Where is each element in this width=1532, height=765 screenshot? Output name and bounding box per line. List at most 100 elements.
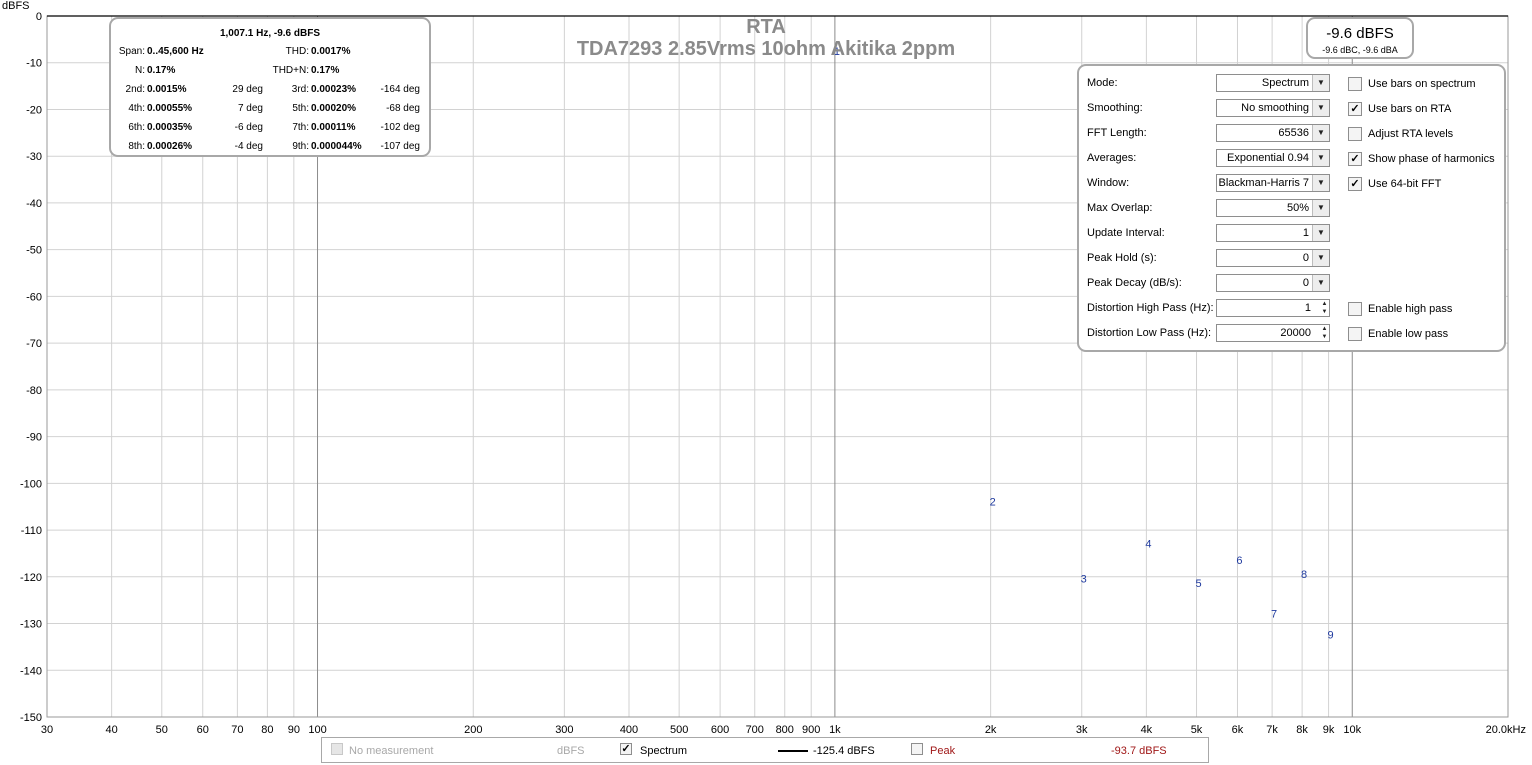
y-tick-label: -90 [26,432,42,444]
window-label: Window: [1087,177,1130,189]
chevron-down-icon[interactable]: ▼ [1312,125,1329,141]
thd-label: THD: [285,46,309,57]
fft-length-select[interactable]: 65536 ▼ [1216,124,1330,142]
peak-legend-value: -93.7 dBFS [1111,745,1167,757]
x-tick-label: 1k [829,724,841,736]
y-tick-label: -50 [26,245,42,257]
checkbox-box[interactable] [1348,127,1362,141]
distortion-readout-panel[interactable]: 1,007.1 Hz, -9.6 dBFS Span: 0..45,600 Hz… [109,17,431,157]
chevron-down-icon[interactable]: ▼ [1312,250,1329,266]
spinner-arrows-icon[interactable]: ▲ ▼ [1320,300,1329,316]
checkmark-icon[interactable]: ✓ [1348,102,1362,116]
distortion-low-pass-spinner[interactable]: 20000 ▲ ▼ [1216,324,1330,342]
y-tick-label: -40 [26,198,42,210]
max-overlap-setting: Max Overlap: 50% ▼ [1087,199,1337,219]
peak-checkbox[interactable] [911,743,923,755]
chevron-down-icon[interactable]: ▼ [1312,100,1329,116]
harmonic-label: 5th: [292,103,309,114]
smoothing-select[interactable]: No smoothing ▼ [1216,99,1330,117]
chevron-down-icon[interactable]: ▼ [1312,150,1329,166]
harmonic-phase: -4 deg [234,141,263,152]
x-axis-ticks: 30 40 50 60 70 80 90 100 200 300 400 500 600 700 800 90… [41,724,1526,736]
harmonic-phase: 29 deg [232,84,263,95]
x-tick-label: 60 [197,724,209,736]
update-interval-value: 1 [1302,227,1309,239]
checkbox-label: Enable low pass [1368,328,1449,340]
harmonic-value: 0.00026% [147,141,193,152]
distortion-low-pass-setting: Distortion Low Pass (Hz): 20000 ▲ ▼ [1087,324,1337,344]
x-tick-label: 100 [308,724,326,736]
chevron-down-icon[interactable]: ▼ [1312,225,1329,241]
checkmark-icon[interactable]: ✓ [620,743,632,755]
harmonic-value: 0.00035% [147,122,193,133]
averages-select[interactable]: Exponential 0.94 ▼ [1216,149,1330,167]
y-tick-label: -140 [20,665,42,677]
peak-decay-setting: Peak Decay (dB/s): 0 ▼ [1087,274,1337,294]
level-readout[interactable]: -9.6 dBFS -9.6 dBC, -9.6 dBA [1306,17,1414,59]
y-tick-label: -80 [26,385,42,397]
y-tick-label: 0 [36,11,42,23]
distortion-low-pass-label: Distortion Low Pass (Hz): [1087,327,1212,339]
checkbox-box[interactable] [1348,327,1362,341]
chevron-down-icon[interactable]: ▼ [1312,175,1329,191]
distortion-high-pass-value: 1 [1304,302,1311,314]
distortion-high-pass-spinner[interactable]: 1 ▲ ▼ [1216,299,1330,317]
mode-select[interactable]: Spectrum ▼ [1216,74,1330,92]
checkbox-box[interactable] [1348,302,1362,316]
x-tick-label: 200 [464,724,482,736]
chevron-down-icon[interactable]: ▼ [1312,200,1329,216]
checkbox-box[interactable] [1348,77,1362,91]
x-tick-label: 5k [1191,724,1203,736]
level-weighted-values: -9.6 dBC, -9.6 dBA [1322,45,1398,55]
harmonic-label: 9th: [292,141,309,152]
y-tick-label: -70 [26,338,42,350]
max-overlap-value: 50% [1286,202,1309,214]
peak-hold-select[interactable]: 0 ▼ [1216,249,1330,267]
peak-decay-label: Peak Decay (dB/s): [1087,277,1182,289]
averages-setting: Averages: Exponential 0.94 ▼ [1087,149,1337,169]
x-tick-label: 9k [1323,724,1335,736]
chevron-down-icon[interactable]: ▼ [1312,275,1329,291]
y-tick-label: -120 [20,572,42,584]
distortion-high-pass-label: Distortion High Pass (Hz): [1087,302,1214,314]
max-overlap-select[interactable]: 50% ▼ [1216,199,1330,217]
spectrum-legend-value: -125.4 dBFS [813,745,875,757]
x-tick-label: 30 [41,724,53,736]
x-tick-label: 800 [776,724,794,736]
fft-length-value: 65536 [1278,127,1309,139]
harmonic-number-label: 6 [1236,555,1242,567]
chevron-down-icon[interactable]: ▼ [1312,75,1329,91]
checkmark-icon[interactable]: ✓ [1348,152,1362,166]
rta-settings-panel: Mode: Spectrum ▼ Smoothing: No smoothing ▼… [1077,64,1506,352]
mode-value: Spectrum [1261,77,1309,89]
x-tick-label: 70 [231,724,243,736]
harmonic-number-label: 3 [1081,573,1087,585]
smoothing-label: Smoothing: [1087,102,1143,114]
x-tick-label: 10k [1343,724,1361,736]
harmonic-label: 8th: [128,141,145,152]
y-axis-unit-label: dBFS [2,0,30,12]
spectrum-chart: 0 -10 -20 -30 -40 -50 -60 -70 -80 -90 -100 -110 -120… [2,0,1526,736]
spinner-arrows-icon[interactable]: ▲ ▼ [1320,325,1329,341]
x-tick-label: 4k [1141,724,1153,736]
peak-hold-value: 0 [1302,252,1309,264]
harmonic-value: 0.00011% [311,122,356,133]
smoothing-value: No smoothing [1241,102,1309,114]
update-interval-select[interactable]: 1 ▼ [1216,224,1330,242]
peak-hold-setting: Peak Hold (s): 0 ▼ [1087,249,1337,269]
peak-decay-select[interactable]: 0 ▼ [1216,274,1330,292]
harmonic-number-label: 7 [1271,609,1277,621]
x-tick-label: 90 [288,724,300,736]
window-select[interactable]: Blackman-Harris 7 ▼ [1216,174,1330,192]
fft-length-setting: FFT Length: 65536 ▼ [1087,124,1337,144]
fft-length-label: FFT Length: [1087,127,1147,139]
checkbox-label: Use 64-bit FFT [1368,178,1442,190]
harmonic-value: 0.00023% [311,84,357,95]
legend-bar: No measurement dBFS ✓ Spectrum -125.4 dB… [321,737,1209,763]
checkbox-label: Adjust RTA levels [1368,128,1454,140]
fundamental-readout: 1,007.1 Hz, -9.6 dBFS [219,28,321,39]
checkmark-icon[interactable]: ✓ [1348,177,1362,191]
harmonic-value: 0.00055% [147,103,193,114]
no-measurement-label: No measurement [349,745,434,757]
update-interval-label: Update Interval: [1087,227,1165,239]
